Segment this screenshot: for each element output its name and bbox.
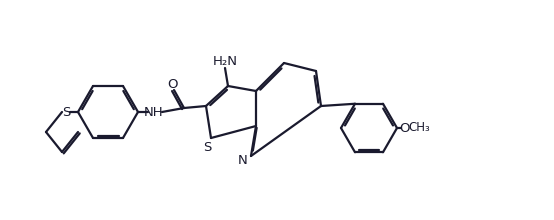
Text: S: S [203,141,211,154]
Text: H₂N: H₂N [213,55,238,68]
Text: O: O [168,77,178,90]
Text: N: N [238,154,248,167]
Text: NH: NH [144,106,164,119]
Text: S: S [62,106,70,119]
Text: CH₃: CH₃ [408,121,430,134]
Text: O: O [400,121,411,134]
